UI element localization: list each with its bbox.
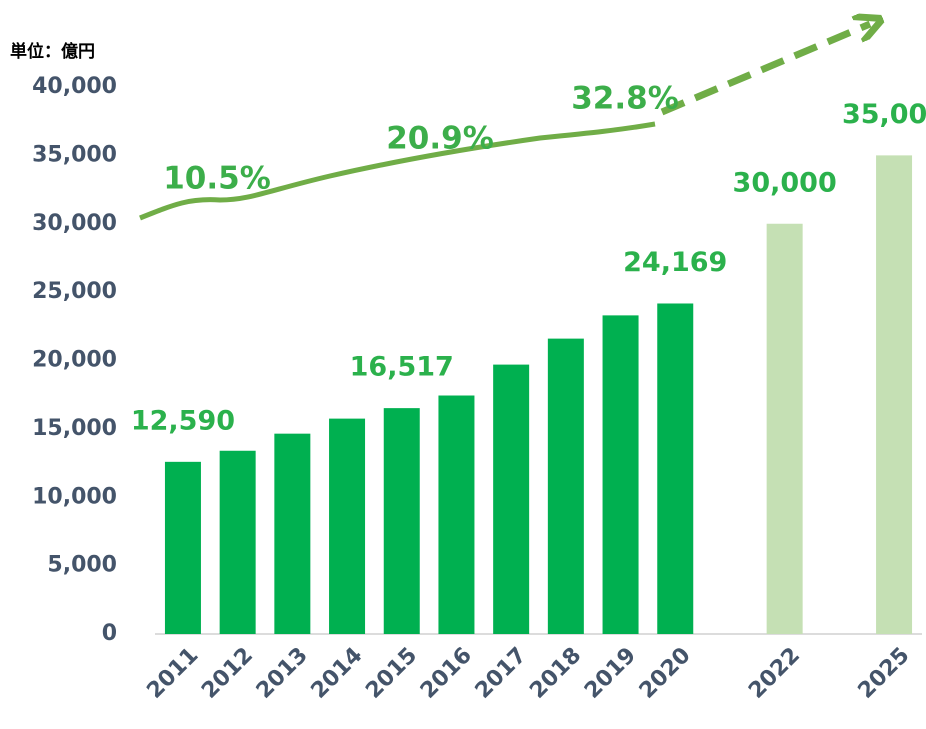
y-tick-label: 10,000 (32, 484, 117, 509)
x-tick-label: 2013 (252, 643, 313, 704)
data-label: 24,169 (623, 247, 727, 278)
x-tick-label: 2015 (361, 643, 422, 704)
data-label: 35,000 (842, 99, 926, 130)
bar (438, 395, 475, 634)
bar (274, 433, 311, 634)
bar (602, 315, 639, 634)
bar (876, 155, 913, 634)
y-tick-label: 5,000 (47, 553, 117, 578)
x-tick-label: 2012 (197, 643, 258, 704)
y-tick-label: 30,000 (32, 211, 117, 236)
y-tick-label: 40,000 (32, 74, 117, 99)
y-tick-label: 35,000 (32, 142, 117, 167)
x-tick-label: 2018 (525, 643, 586, 704)
data-label: 30,000 (733, 167, 837, 198)
bar (547, 338, 584, 634)
trend-line (139, 121, 656, 221)
annotation: 20.9% (386, 121, 494, 157)
y-tick-label: 0 (102, 621, 117, 646)
x-tick-label: 2011 (142, 643, 203, 704)
bar (657, 303, 694, 634)
bar (164, 461, 201, 634)
y-tick-label: 15,000 (32, 416, 117, 441)
bar (766, 223, 803, 634)
x-tick-label: 2025 (854, 643, 915, 704)
unit-label: 単位：億円 (10, 41, 95, 62)
x-tick-label: 2014 (307, 643, 368, 704)
data-label: 16,517 (350, 352, 454, 383)
y-tick-label: 20,000 (32, 348, 117, 373)
data-label: 12,590 (131, 405, 235, 436)
x-tick-label: 2019 (580, 643, 641, 704)
bar (329, 418, 366, 634)
bar (219, 450, 256, 634)
bar (383, 408, 420, 634)
annotation: 10.5% (163, 161, 271, 197)
bar (493, 364, 530, 634)
x-tick-label: 2017 (471, 643, 532, 704)
x-tick-label: 2020 (635, 643, 696, 704)
trend-arrow (660, 24, 870, 116)
x-tick-label: 2022 (744, 643, 805, 704)
annotation: 32.8% (571, 81, 679, 117)
x-tick-label: 2016 (416, 643, 477, 704)
y-tick-label: 25,000 (32, 279, 117, 304)
